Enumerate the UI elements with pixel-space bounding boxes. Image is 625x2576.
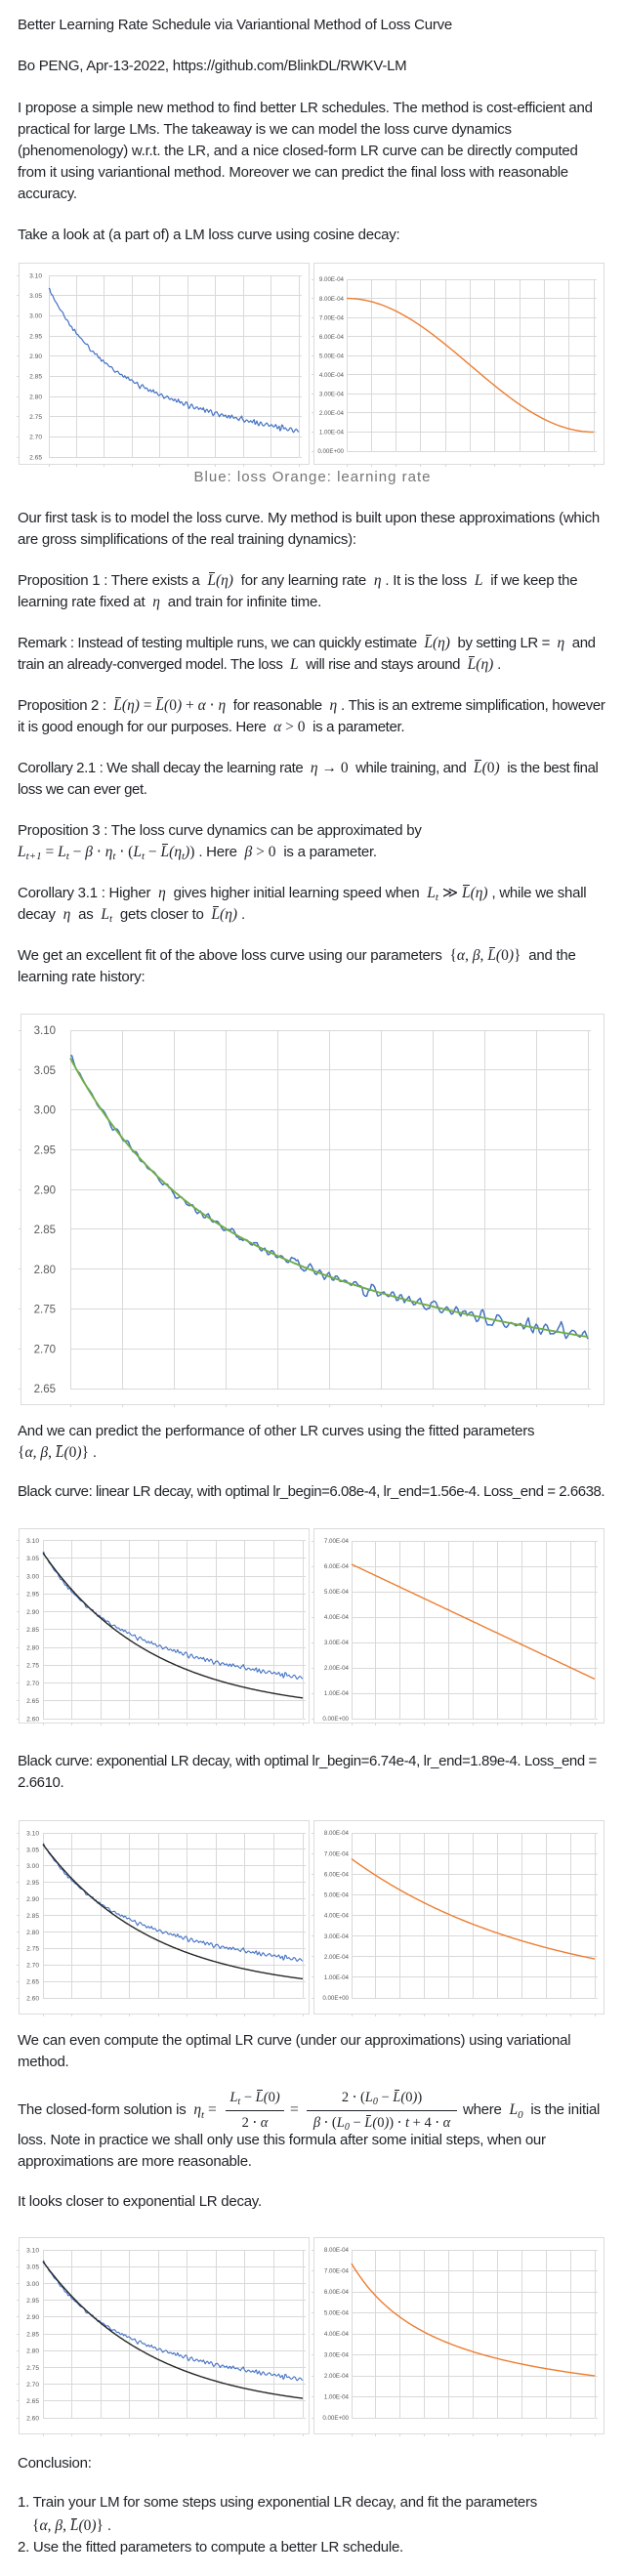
svg-text:2.85: 2.85: [26, 1627, 39, 1634]
svg-text:3.10: 3.10: [26, 1538, 39, 1545]
svg-text:6.00E-04: 6.00E-04: [324, 2289, 350, 2296]
svg-text:0.00E+00: 0.00E+00: [322, 1995, 349, 2002]
svg-text:1.00E-04: 1.00E-04: [324, 2394, 350, 2401]
svg-text:1.00E-04: 1.00E-04: [319, 430, 345, 436]
svg-text:3.05: 3.05: [26, 1847, 39, 1853]
svg-text:8.00E-04: 8.00E-04: [324, 1830, 350, 1837]
svg-text:2.60: 2.60: [26, 1995, 39, 2002]
svg-text:2.75: 2.75: [29, 414, 42, 421]
svg-text:2.65: 2.65: [34, 1384, 56, 1395]
svg-text:7.00E-04: 7.00E-04: [324, 1538, 350, 1545]
svg-text:2.65: 2.65: [26, 1979, 39, 1986]
svg-text:2.00E-04: 2.00E-04: [324, 1954, 350, 1961]
svg-text:3.00: 3.00: [26, 1863, 39, 1870]
svg-text:3.00: 3.00: [26, 1573, 39, 1580]
svg-text:6.00E-04: 6.00E-04: [324, 1872, 350, 1879]
svg-text:4.00E-04: 4.00E-04: [324, 1913, 350, 1920]
svg-text:2.85: 2.85: [34, 1225, 56, 1236]
svg-text:2.70: 2.70: [34, 1344, 56, 1355]
svg-text:3.00E-04: 3.00E-04: [324, 1640, 350, 1646]
svg-text:6.00E-04: 6.00E-04: [319, 334, 345, 341]
svg-text:3.10: 3.10: [26, 2247, 39, 2254]
svg-text:5.00E-04: 5.00E-04: [324, 1589, 350, 1596]
svg-text:2.65: 2.65: [29, 454, 42, 461]
svg-text:2.95: 2.95: [26, 2298, 39, 2305]
svg-text:3.05: 3.05: [26, 1556, 39, 1562]
svg-text:2.85: 2.85: [26, 1913, 39, 1920]
svg-text:3.00E-04: 3.00E-04: [324, 2352, 350, 2359]
svg-text:2.80: 2.80: [26, 1644, 39, 1651]
svg-text:2.75: 2.75: [26, 1946, 39, 1953]
svg-text:0.00E+00: 0.00E+00: [322, 1716, 349, 1723]
svg-text:2.70: 2.70: [26, 1963, 39, 1970]
svg-text:9.00E-04: 9.00E-04: [319, 276, 345, 283]
svg-text:7.00E-04: 7.00E-04: [324, 1850, 350, 1857]
svg-text:2.95: 2.95: [34, 1145, 56, 1157]
svg-text:3.00: 3.00: [29, 313, 42, 320]
svg-text:3.00: 3.00: [26, 2281, 39, 2288]
svg-text:4.00E-04: 4.00E-04: [319, 372, 345, 379]
svg-text:1.00E-04: 1.00E-04: [324, 1974, 350, 1981]
svg-text:7.00E-04: 7.00E-04: [324, 2268, 350, 2275]
svg-text:2.80: 2.80: [26, 2348, 39, 2355]
svg-text:3.10: 3.10: [26, 1830, 39, 1837]
svg-text:3.00E-04: 3.00E-04: [324, 1933, 350, 1940]
svg-text:2.70: 2.70: [26, 1681, 39, 1687]
svg-text:2.00E-04: 2.00E-04: [324, 2373, 350, 2380]
svg-text:2.00E-04: 2.00E-04: [319, 410, 345, 417]
svg-text:2.65: 2.65: [26, 1698, 39, 1705]
svg-text:2.90: 2.90: [29, 353, 42, 360]
svg-text:2.95: 2.95: [26, 1592, 39, 1599]
svg-text:2.85: 2.85: [26, 2331, 39, 2338]
svg-text:3.05: 3.05: [34, 1065, 56, 1077]
svg-text:2.80: 2.80: [26, 1930, 39, 1936]
svg-text:2.65: 2.65: [26, 2398, 39, 2405]
svg-text:5.00E-04: 5.00E-04: [324, 2310, 350, 2317]
svg-text:3.00: 3.00: [34, 1105, 56, 1117]
svg-text:7.00E-04: 7.00E-04: [319, 314, 345, 321]
svg-text:3.10: 3.10: [34, 1025, 56, 1037]
svg-text:2.85: 2.85: [29, 374, 42, 381]
svg-text:0.00E+00: 0.00E+00: [322, 2415, 349, 2422]
svg-text:2.75: 2.75: [26, 1663, 39, 1670]
svg-text:6.00E-04: 6.00E-04: [324, 1563, 350, 1570]
svg-text:8.00E-04: 8.00E-04: [324, 2247, 350, 2254]
svg-text:2.90: 2.90: [26, 1896, 39, 1903]
svg-text:2.60: 2.60: [26, 2415, 39, 2422]
svg-text:3.05: 3.05: [29, 293, 42, 300]
svg-text:4.00E-04: 4.00E-04: [324, 2331, 350, 2338]
svg-text:3.10: 3.10: [29, 272, 42, 279]
svg-text:0.00E+00: 0.00E+00: [317, 448, 344, 455]
svg-text:5.00E-04: 5.00E-04: [319, 353, 345, 360]
svg-text:2.90: 2.90: [26, 2314, 39, 2321]
svg-text:8.00E-04: 8.00E-04: [319, 296, 345, 303]
svg-text:2.90: 2.90: [34, 1184, 56, 1196]
svg-text:2.95: 2.95: [26, 1880, 39, 1887]
svg-text:2.80: 2.80: [34, 1265, 56, 1276]
svg-text:3.00E-04: 3.00E-04: [319, 392, 345, 398]
svg-text:3.05: 3.05: [26, 2264, 39, 2271]
svg-text:2.70: 2.70: [29, 435, 42, 441]
svg-text:2.70: 2.70: [26, 2382, 39, 2389]
svg-text:2.00E-04: 2.00E-04: [324, 1665, 350, 1672]
svg-text:5.00E-04: 5.00E-04: [324, 1892, 350, 1899]
svg-text:2.95: 2.95: [29, 333, 42, 340]
svg-text:4.00E-04: 4.00E-04: [324, 1614, 350, 1621]
svg-text:2.75: 2.75: [34, 1305, 56, 1316]
svg-text:2.80: 2.80: [29, 394, 42, 400]
svg-text:1.00E-04: 1.00E-04: [324, 1690, 350, 1697]
svg-text:2.60: 2.60: [26, 1716, 39, 1723]
svg-text:2.75: 2.75: [26, 2365, 39, 2372]
svg-text:2.90: 2.90: [26, 1609, 39, 1616]
